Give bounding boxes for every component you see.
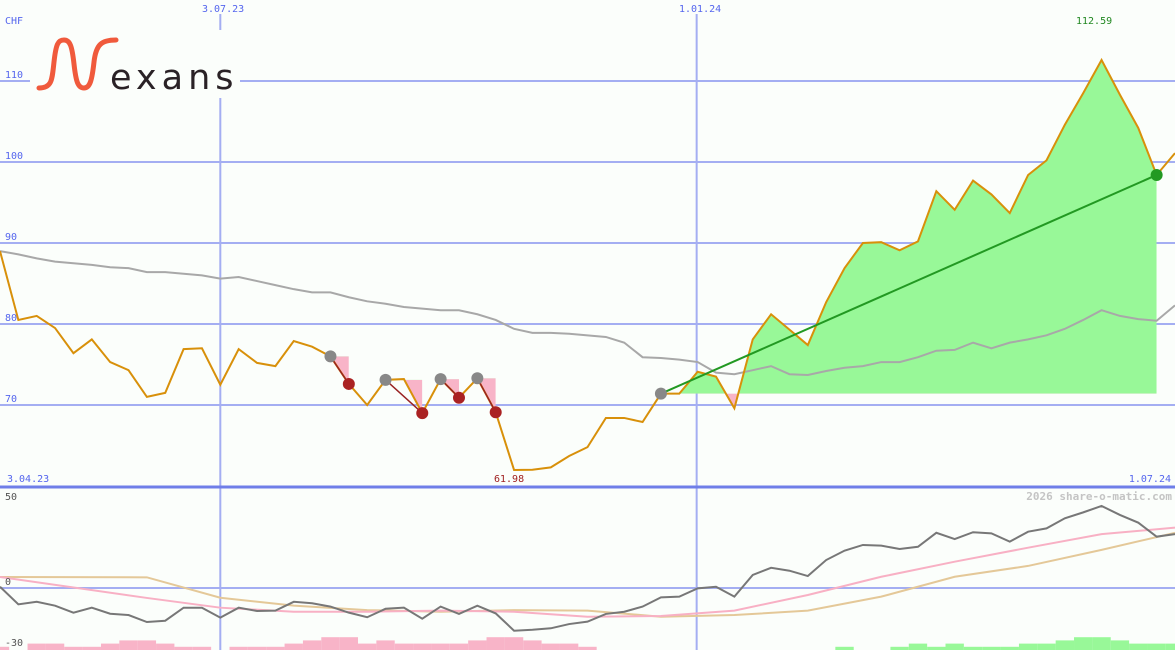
y-tick-label: 90 bbox=[5, 232, 17, 243]
trend-line bbox=[660, 174, 1158, 395]
histogram-bar bbox=[486, 637, 505, 650]
oscillator-panel bbox=[0, 504, 1175, 650]
histogram-bar bbox=[835, 646, 854, 650]
histogram-bar bbox=[1110, 640, 1130, 650]
entry-marker bbox=[324, 350, 337, 363]
histogram-bar bbox=[394, 643, 414, 650]
histogram-bar bbox=[156, 643, 175, 650]
y-tick-label: 100 bbox=[5, 151, 23, 162]
histogram-bar bbox=[468, 640, 487, 650]
gain-area bbox=[660, 60, 1157, 394]
osc-tick-label: 0 bbox=[5, 577, 11, 588]
histogram-bar bbox=[339, 637, 359, 650]
max-price-label: 112.59 bbox=[1076, 16, 1112, 27]
unit-label: CHF bbox=[5, 16, 23, 27]
histogram-bar bbox=[229, 646, 248, 650]
histogram-bar bbox=[578, 646, 597, 650]
histogram-bar bbox=[284, 643, 303, 650]
x-tick-label: 3.04.23 bbox=[7, 474, 49, 485]
trade-markers bbox=[324, 168, 1163, 420]
x-tick-label: 1.01.24 bbox=[679, 4, 721, 15]
histogram-bar bbox=[45, 643, 65, 650]
y-tick-label: 110 bbox=[5, 70, 23, 81]
histogram-bar bbox=[119, 640, 138, 650]
trade-fills bbox=[330, 60, 1157, 414]
histogram-bar bbox=[890, 646, 909, 650]
x-tick-label: 1.07.24 bbox=[1129, 474, 1171, 485]
histogram-bar bbox=[137, 640, 157, 650]
histogram-bar bbox=[431, 643, 450, 650]
moving-average-line bbox=[0, 250, 1175, 377]
osc-tick-label: 50 bbox=[5, 492, 17, 503]
histogram-bar bbox=[1000, 646, 1019, 650]
histogram-bar bbox=[1055, 640, 1075, 650]
histogram-bar bbox=[1037, 643, 1056, 650]
histogram-bar bbox=[27, 643, 46, 650]
logo-text: exans bbox=[110, 58, 239, 98]
histogram-bar bbox=[174, 646, 193, 650]
loss-area bbox=[385, 379, 423, 414]
exit-marker bbox=[342, 377, 355, 390]
entry-marker bbox=[471, 372, 484, 385]
histogram-bar bbox=[982, 646, 1001, 650]
histogram-bar bbox=[449, 643, 469, 650]
entry-marker bbox=[434, 373, 447, 386]
exit-marker bbox=[416, 407, 429, 420]
osc-tick-label: -30 bbox=[5, 638, 23, 649]
histogram-bar bbox=[358, 643, 377, 650]
histogram-bar bbox=[559, 643, 579, 650]
signal-fast-line bbox=[0, 526, 1175, 618]
y-tick-label: 70 bbox=[5, 394, 17, 405]
histogram-bar bbox=[1018, 643, 1038, 650]
histogram-bar bbox=[302, 640, 322, 650]
histogram-bar bbox=[82, 646, 101, 650]
loss-line bbox=[476, 377, 497, 413]
exit-marker bbox=[489, 406, 502, 419]
histogram-bar bbox=[945, 643, 964, 650]
histogram-bar bbox=[1165, 643, 1175, 650]
histogram-bar bbox=[376, 640, 395, 650]
histogram-bar bbox=[963, 646, 983, 650]
histogram-bar bbox=[908, 643, 928, 650]
grid bbox=[0, 14, 1175, 650]
histogram-bar bbox=[1147, 643, 1166, 650]
logo: exans bbox=[30, 30, 240, 98]
histogram-bar bbox=[541, 643, 560, 650]
logo-wave-icon bbox=[36, 37, 119, 91]
histogram-bar bbox=[523, 640, 542, 650]
histogram-bar bbox=[100, 643, 120, 650]
histogram-bar bbox=[413, 643, 432, 650]
entry-marker bbox=[654, 387, 667, 400]
exit-marker bbox=[1150, 168, 1163, 181]
signal-slow-line bbox=[0, 531, 1175, 618]
histogram-bar bbox=[266, 646, 285, 650]
histogram-bar bbox=[247, 646, 267, 650]
entry-marker bbox=[379, 373, 392, 386]
oscillator-line bbox=[0, 504, 1175, 632]
exit-marker bbox=[452, 391, 465, 404]
histogram-bar bbox=[927, 646, 946, 650]
min-price-label: 61.98 bbox=[494, 474, 524, 485]
histogram-bar bbox=[504, 637, 524, 650]
histogram-bar bbox=[64, 646, 83, 650]
copyright: 2026 share-o-matic.com bbox=[1026, 490, 1172, 503]
histogram-bar bbox=[0, 646, 10, 650]
y-tick-label: 80 bbox=[5, 313, 17, 324]
histogram-bar bbox=[1092, 637, 1111, 650]
histogram-bar bbox=[321, 637, 340, 650]
price-line bbox=[0, 57, 1175, 471]
histogram-bar bbox=[1129, 643, 1148, 650]
histogram-bar bbox=[1074, 637, 1093, 650]
x-tick-label: 3.07.23 bbox=[202, 4, 244, 15]
loss-line bbox=[385, 379, 423, 414]
series-lines bbox=[0, 57, 1175, 471]
histogram-bar bbox=[192, 646, 212, 650]
